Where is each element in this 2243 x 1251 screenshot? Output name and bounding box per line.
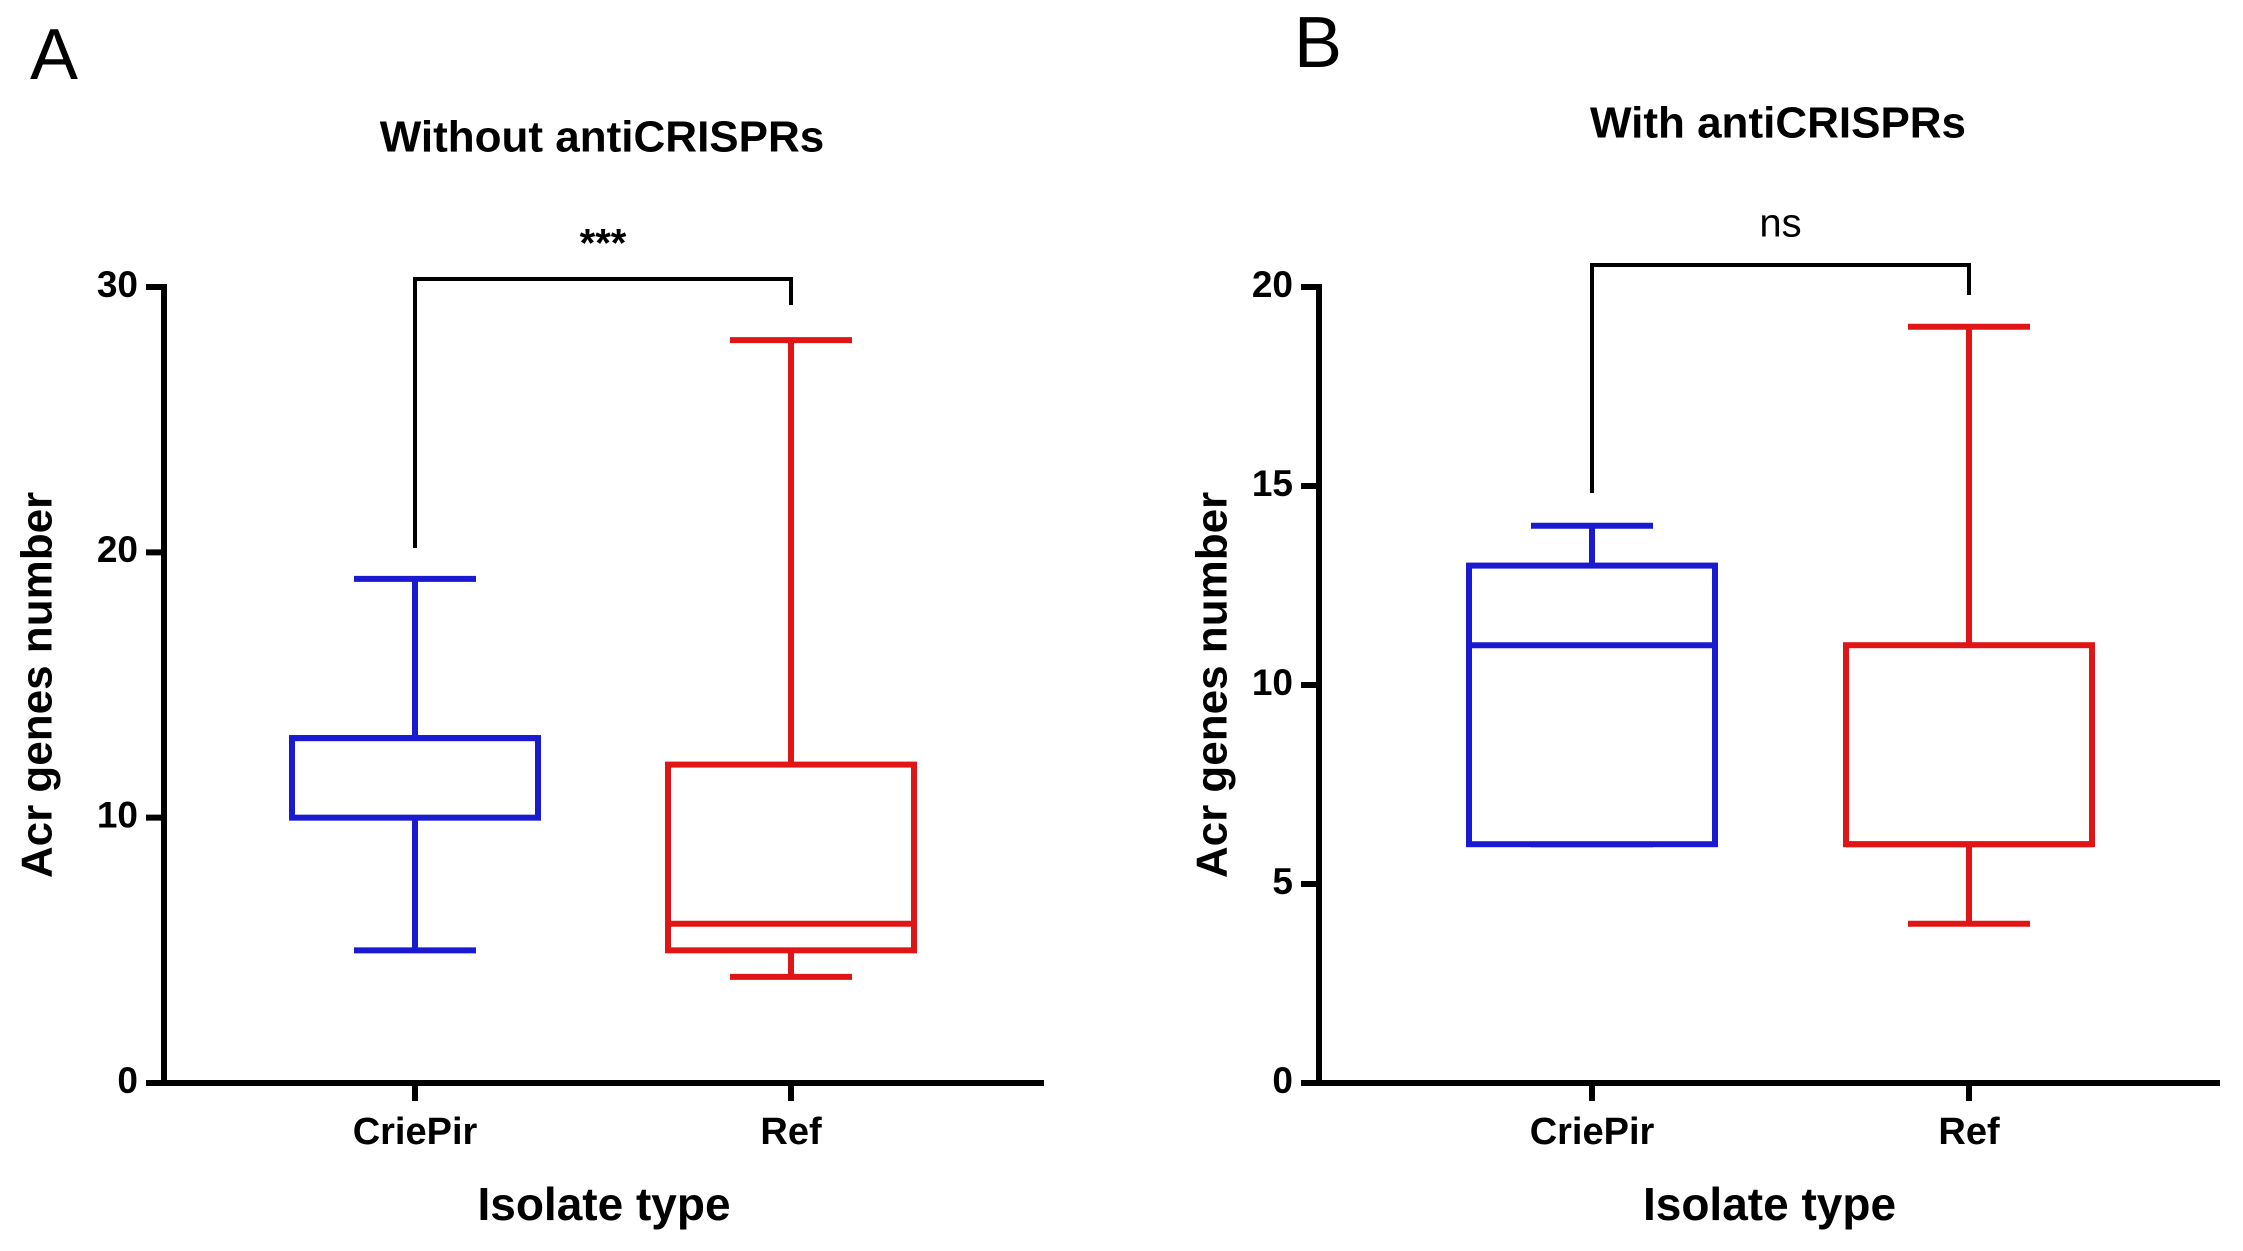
significance-bracket	[1590, 263, 1971, 493]
box	[1843, 642, 2095, 848]
y-axis-label: Acr genes number	[13, 492, 62, 878]
chart-title: With antiCRISPRs	[1590, 99, 1966, 148]
x-tick-label: CriePir	[1530, 1111, 1655, 1153]
box-plot	[665, 337, 917, 980]
x-axis-label: Isolate type	[1643, 1178, 1896, 1230]
y-tick-label: 15	[1252, 463, 1293, 504]
box-plot	[1466, 522, 1718, 848]
y-axis-label: Acr genes number	[1188, 492, 1237, 878]
y-tick-label: 20	[97, 529, 138, 570]
box	[289, 735, 541, 821]
panel-letter: B	[1294, 3, 1342, 83]
panel-letter: A	[30, 15, 78, 95]
y-tick-label: 30	[97, 264, 138, 305]
y-tick-label: 5	[1272, 861, 1293, 902]
significance-label: ns	[1759, 202, 1801, 246]
chart-title: Without antiCRISPRs	[380, 113, 824, 162]
box-plot	[1843, 323, 2095, 927]
significance-bracket	[413, 277, 793, 548]
box-plot	[289, 575, 541, 954]
x-axis-label: Isolate type	[477, 1178, 730, 1230]
box	[665, 761, 917, 954]
box	[1466, 562, 1718, 848]
y-tick-label: 0	[1272, 1060, 1293, 1101]
y-tick-label: 10	[1252, 662, 1293, 703]
y-tick-label: 20	[1252, 264, 1293, 305]
x-tick-label: CriePir	[353, 1111, 478, 1153]
y-tick-label: 10	[97, 794, 138, 835]
y-tick-label: 0	[117, 1060, 138, 1101]
significance-label: ***	[580, 222, 627, 266]
x-tick-label: Ref	[1938, 1111, 2000, 1153]
x-tick-label: Ref	[760, 1111, 822, 1153]
